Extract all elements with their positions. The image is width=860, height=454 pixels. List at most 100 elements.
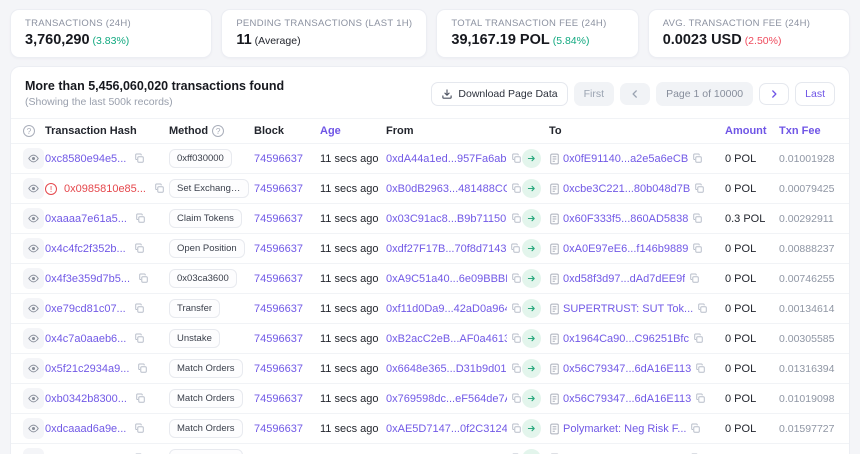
pagination-prev-button[interactable] [620,82,651,105]
copy-icon[interactable] [697,303,708,314]
copy-icon[interactable] [511,303,522,314]
method-badge[interactable]: 0xff030000 [169,149,232,168]
tx-hash-link[interactable]: 0xdcaaad6a9e... [45,422,127,435]
copy-icon[interactable] [511,213,522,224]
copy-icon[interactable] [693,333,704,344]
copy-icon[interactable] [511,153,522,164]
method-badge[interactable]: Match Orders [169,389,243,408]
from-address-link[interactable]: 0xd2adD549...D8f0D2367 [386,453,507,454]
eye-icon[interactable] [23,298,44,319]
to-address-link[interactable]: 0x0fE91140...a2e5a6eCB [563,152,689,165]
block-link[interactable]: 74596637 [254,272,303,285]
copy-icon[interactable] [154,183,165,194]
method-badge[interactable]: Open Position [169,239,245,258]
download-page-data-button[interactable]: Download Page Data [431,81,568,106]
tx-hash-link[interactable]: 0x4c4fc2f352b... [45,242,126,255]
block-link[interactable]: 74596637 [254,392,303,405]
block-link[interactable]: 74596637 [254,362,303,375]
copy-icon[interactable] [692,213,703,224]
tx-hash-link[interactable]: 0xe79cd81c07... [45,302,126,315]
eye-icon[interactable] [23,238,44,259]
copy-icon[interactable] [692,243,703,254]
copy-icon[interactable] [134,423,145,434]
question-circle-icon[interactable] [23,125,35,137]
pagination-last-button[interactable]: Last [795,81,835,106]
eye-icon[interactable] [23,328,44,349]
from-address-link[interactable]: 0x6648e365...D31b9d016 [386,362,507,375]
tx-hash-link[interactable]: 0x0985810e85... [64,182,146,195]
from-address-link[interactable]: 0xA9C51a40...6e09BBBBB [386,272,507,285]
copy-icon[interactable] [134,303,145,314]
eye-icon[interactable] [23,418,44,439]
to-address-link[interactable]: 0x56C79347...6dA16E113 [563,392,692,405]
tx-hash-link[interactable]: 0x4f3e359d7b5... [45,272,131,285]
tx-hash-link[interactable]: 0x65dd6372ac... [45,453,126,454]
copy-icon[interactable] [510,243,521,254]
tx-hash-link[interactable]: 0x4c7a0aaeb6... [45,332,127,345]
method-badge[interactable]: Match Orders [169,419,243,438]
copy-icon[interactable] [134,243,145,254]
copy-icon[interactable] [134,333,145,344]
copy-icon[interactable] [511,333,522,344]
copy-icon[interactable] [135,213,146,224]
question-circle-icon[interactable] [212,125,225,137]
tx-hash-link[interactable]: 0xaaaa7e61a5... [45,212,127,225]
from-address-link[interactable]: 0xf11d0Da9...42aD0a964 [386,302,507,315]
copy-icon[interactable] [692,153,703,164]
block-link[interactable]: 74596637 [254,212,303,225]
block-link[interactable]: 74596637 [254,302,303,315]
block-link[interactable]: 74596637 [254,242,303,255]
method-badge[interactable]: Set Exchange ... [169,179,249,198]
eye-icon[interactable] [23,268,44,289]
method-badge[interactable]: Claim Tokens [169,209,242,228]
from-address-link[interactable]: 0xdf27F17B...70f8d7143 [386,242,507,255]
header-amount-toggle[interactable]: Amount [725,125,767,137]
from-address-link[interactable]: 0x769598dc...eF564de7A [386,392,507,405]
method-badge[interactable]: Match Orders [169,359,243,378]
eye-icon[interactable] [23,148,44,169]
copy-icon[interactable] [511,273,522,284]
tx-hash-link[interactable]: 0xb0342b8300... [45,392,127,405]
to-address-link[interactable]: 0x56C79347...6dA16E113 [563,362,692,375]
from-address-link[interactable]: 0xAE5D7147...0f2C3124D [386,422,507,435]
copy-icon[interactable] [137,363,148,374]
method-badge[interactable]: Match Orders [169,449,243,454]
to-address-link[interactable]: Polymarket: Neg Risk F... [563,422,687,435]
copy-icon[interactable] [694,183,705,194]
tx-hash-link[interactable]: 0xc8580e94e5... [45,152,127,165]
copy-icon[interactable] [690,423,701,434]
eye-icon[interactable] [23,178,44,199]
eye-icon[interactable] [23,208,44,229]
copy-icon[interactable] [134,153,145,164]
copy-icon[interactable] [511,393,522,404]
from-address-link[interactable]: 0xB0dB2963...481488CC9 [386,182,507,195]
to-address-link[interactable]: Polymarket: Neg Risk F... [563,453,686,454]
copy-icon[interactable] [511,183,522,194]
to-address-link[interactable]: SUPERTRUST: SUT Tok... [563,302,694,315]
method-badge[interactable]: Transfer [169,299,221,318]
block-link[interactable]: 74596637 [254,422,303,435]
pagination-next-button[interactable] [759,82,790,105]
eye-icon[interactable] [23,388,44,409]
to-address-link[interactable]: 0xd58f3d97...dAd7dEE9f [563,272,686,285]
copy-icon[interactable] [511,423,522,434]
to-address-link[interactable]: 0x60F333f5...860AD5838 [563,212,689,225]
block-link[interactable]: 74596637 [254,152,303,165]
method-badge[interactable]: Unstake [169,329,220,348]
copy-icon[interactable] [689,273,700,284]
to-address-link[interactable]: 0xcbe3C221...80b048d7B [563,182,691,195]
from-address-link[interactable]: 0xB2acC2eB...AF0a46131 [386,332,507,345]
copy-icon[interactable] [511,363,522,374]
copy-icon[interactable] [138,273,149,284]
eye-icon[interactable] [23,358,44,379]
to-address-link[interactable]: 0x1964Ca90...C96251Bfc [563,332,689,345]
tx-hash-link[interactable]: 0x5f21c2934a9... [45,362,130,375]
eye-icon[interactable] [23,448,44,454]
method-badge[interactable]: 0x03ca3600 [169,269,237,288]
from-address-link[interactable]: 0xdA44a1ed...957Fa6ab6 [386,152,507,165]
copy-icon[interactable] [695,393,706,404]
pagination-first-button[interactable]: First [573,81,615,106]
block-link[interactable]: 74596637 [254,453,303,454]
header-txn-fee-toggle[interactable]: Txn Fee [779,125,821,137]
block-link[interactable]: 74596637 [254,332,303,345]
